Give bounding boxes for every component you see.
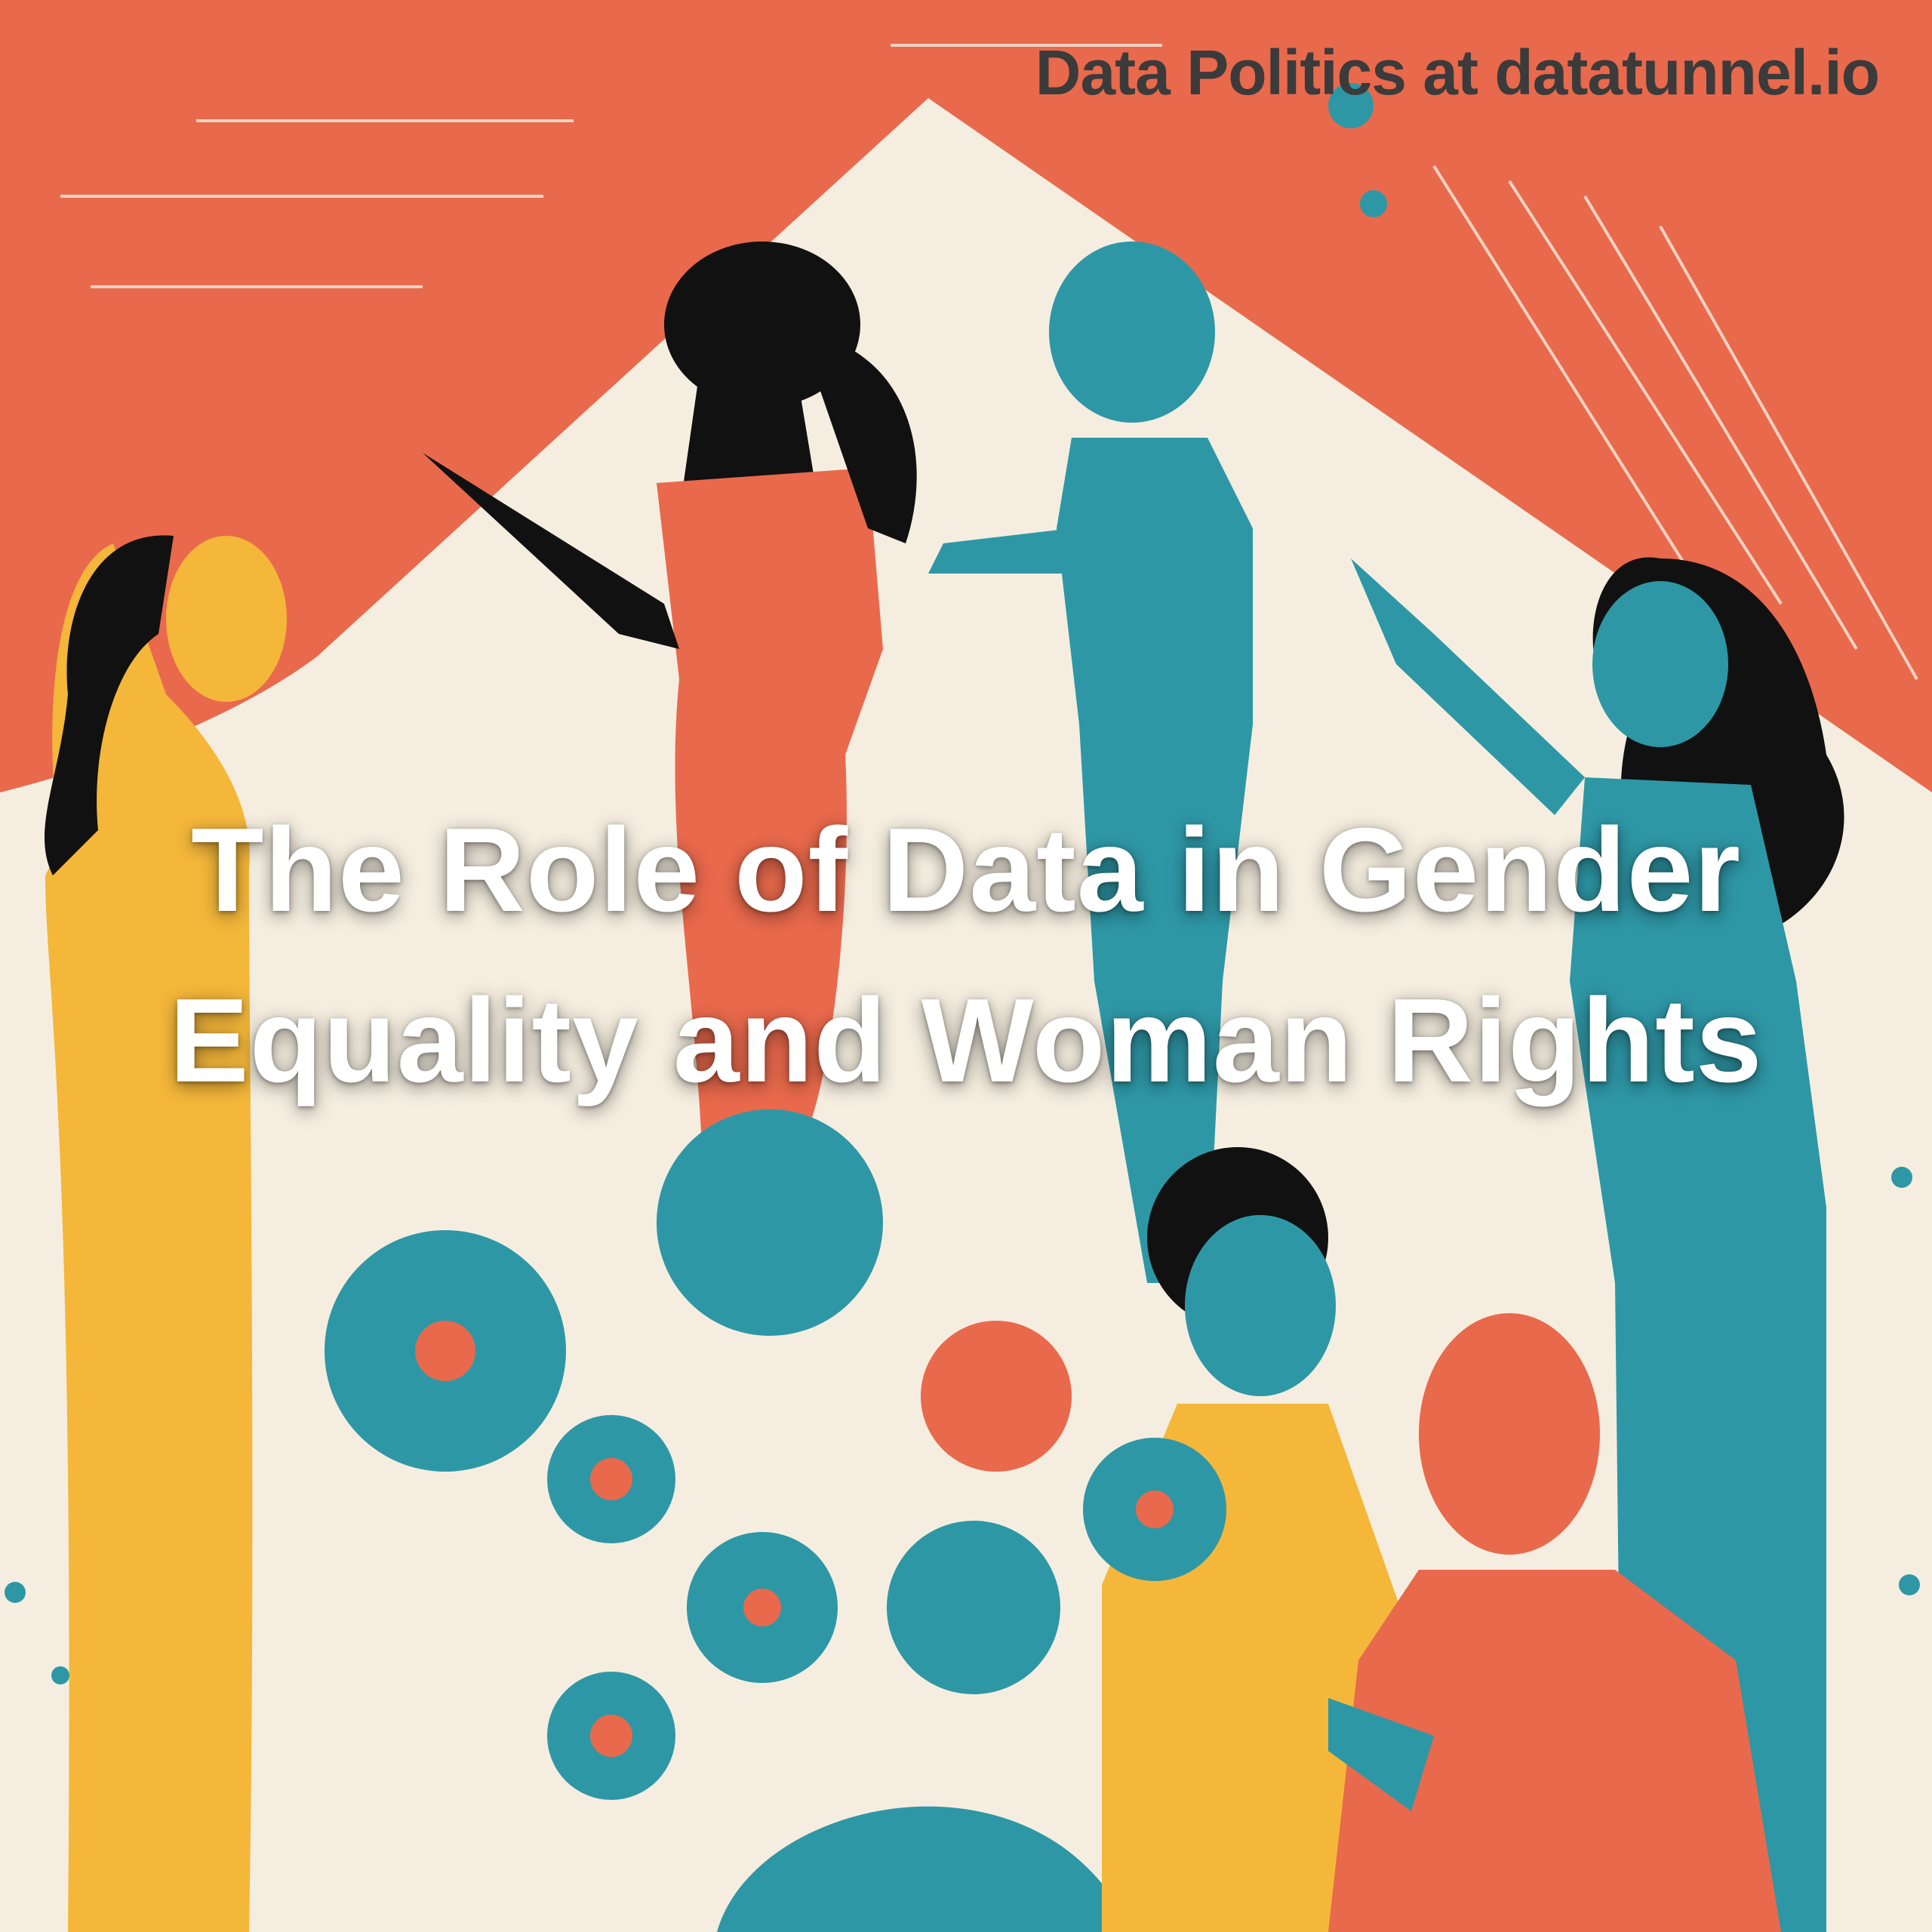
confetti-dots xyxy=(5,83,1920,1684)
figure-teal-woman-center xyxy=(928,242,1253,1283)
hero-title-line-2: Equality and Woman Rights xyxy=(169,974,1763,1107)
figure-woman-headscarf xyxy=(1083,1147,1419,1932)
data-circles xyxy=(325,1109,1132,1932)
hero-title: The Role of Data in Gender Equality and … xyxy=(0,785,1932,1126)
figure-black-woman xyxy=(423,242,917,1147)
hero-title-line-1: The Role of Data in Gender xyxy=(191,804,1741,937)
figure-orange-woman xyxy=(1328,1313,1781,1932)
figure-yellow-woman xyxy=(45,535,287,1932)
brand-watermark: Data Politics at datatunnel.io xyxy=(1035,37,1880,108)
ray-lines xyxy=(60,44,1918,680)
